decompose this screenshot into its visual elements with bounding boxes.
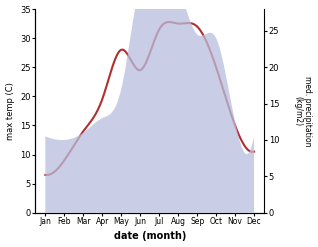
X-axis label: date (month): date (month): [114, 231, 186, 242]
Y-axis label: max temp (C): max temp (C): [5, 82, 15, 140]
Y-axis label: med. precipitation
(kg/m2): med. precipitation (kg/m2): [293, 76, 313, 146]
